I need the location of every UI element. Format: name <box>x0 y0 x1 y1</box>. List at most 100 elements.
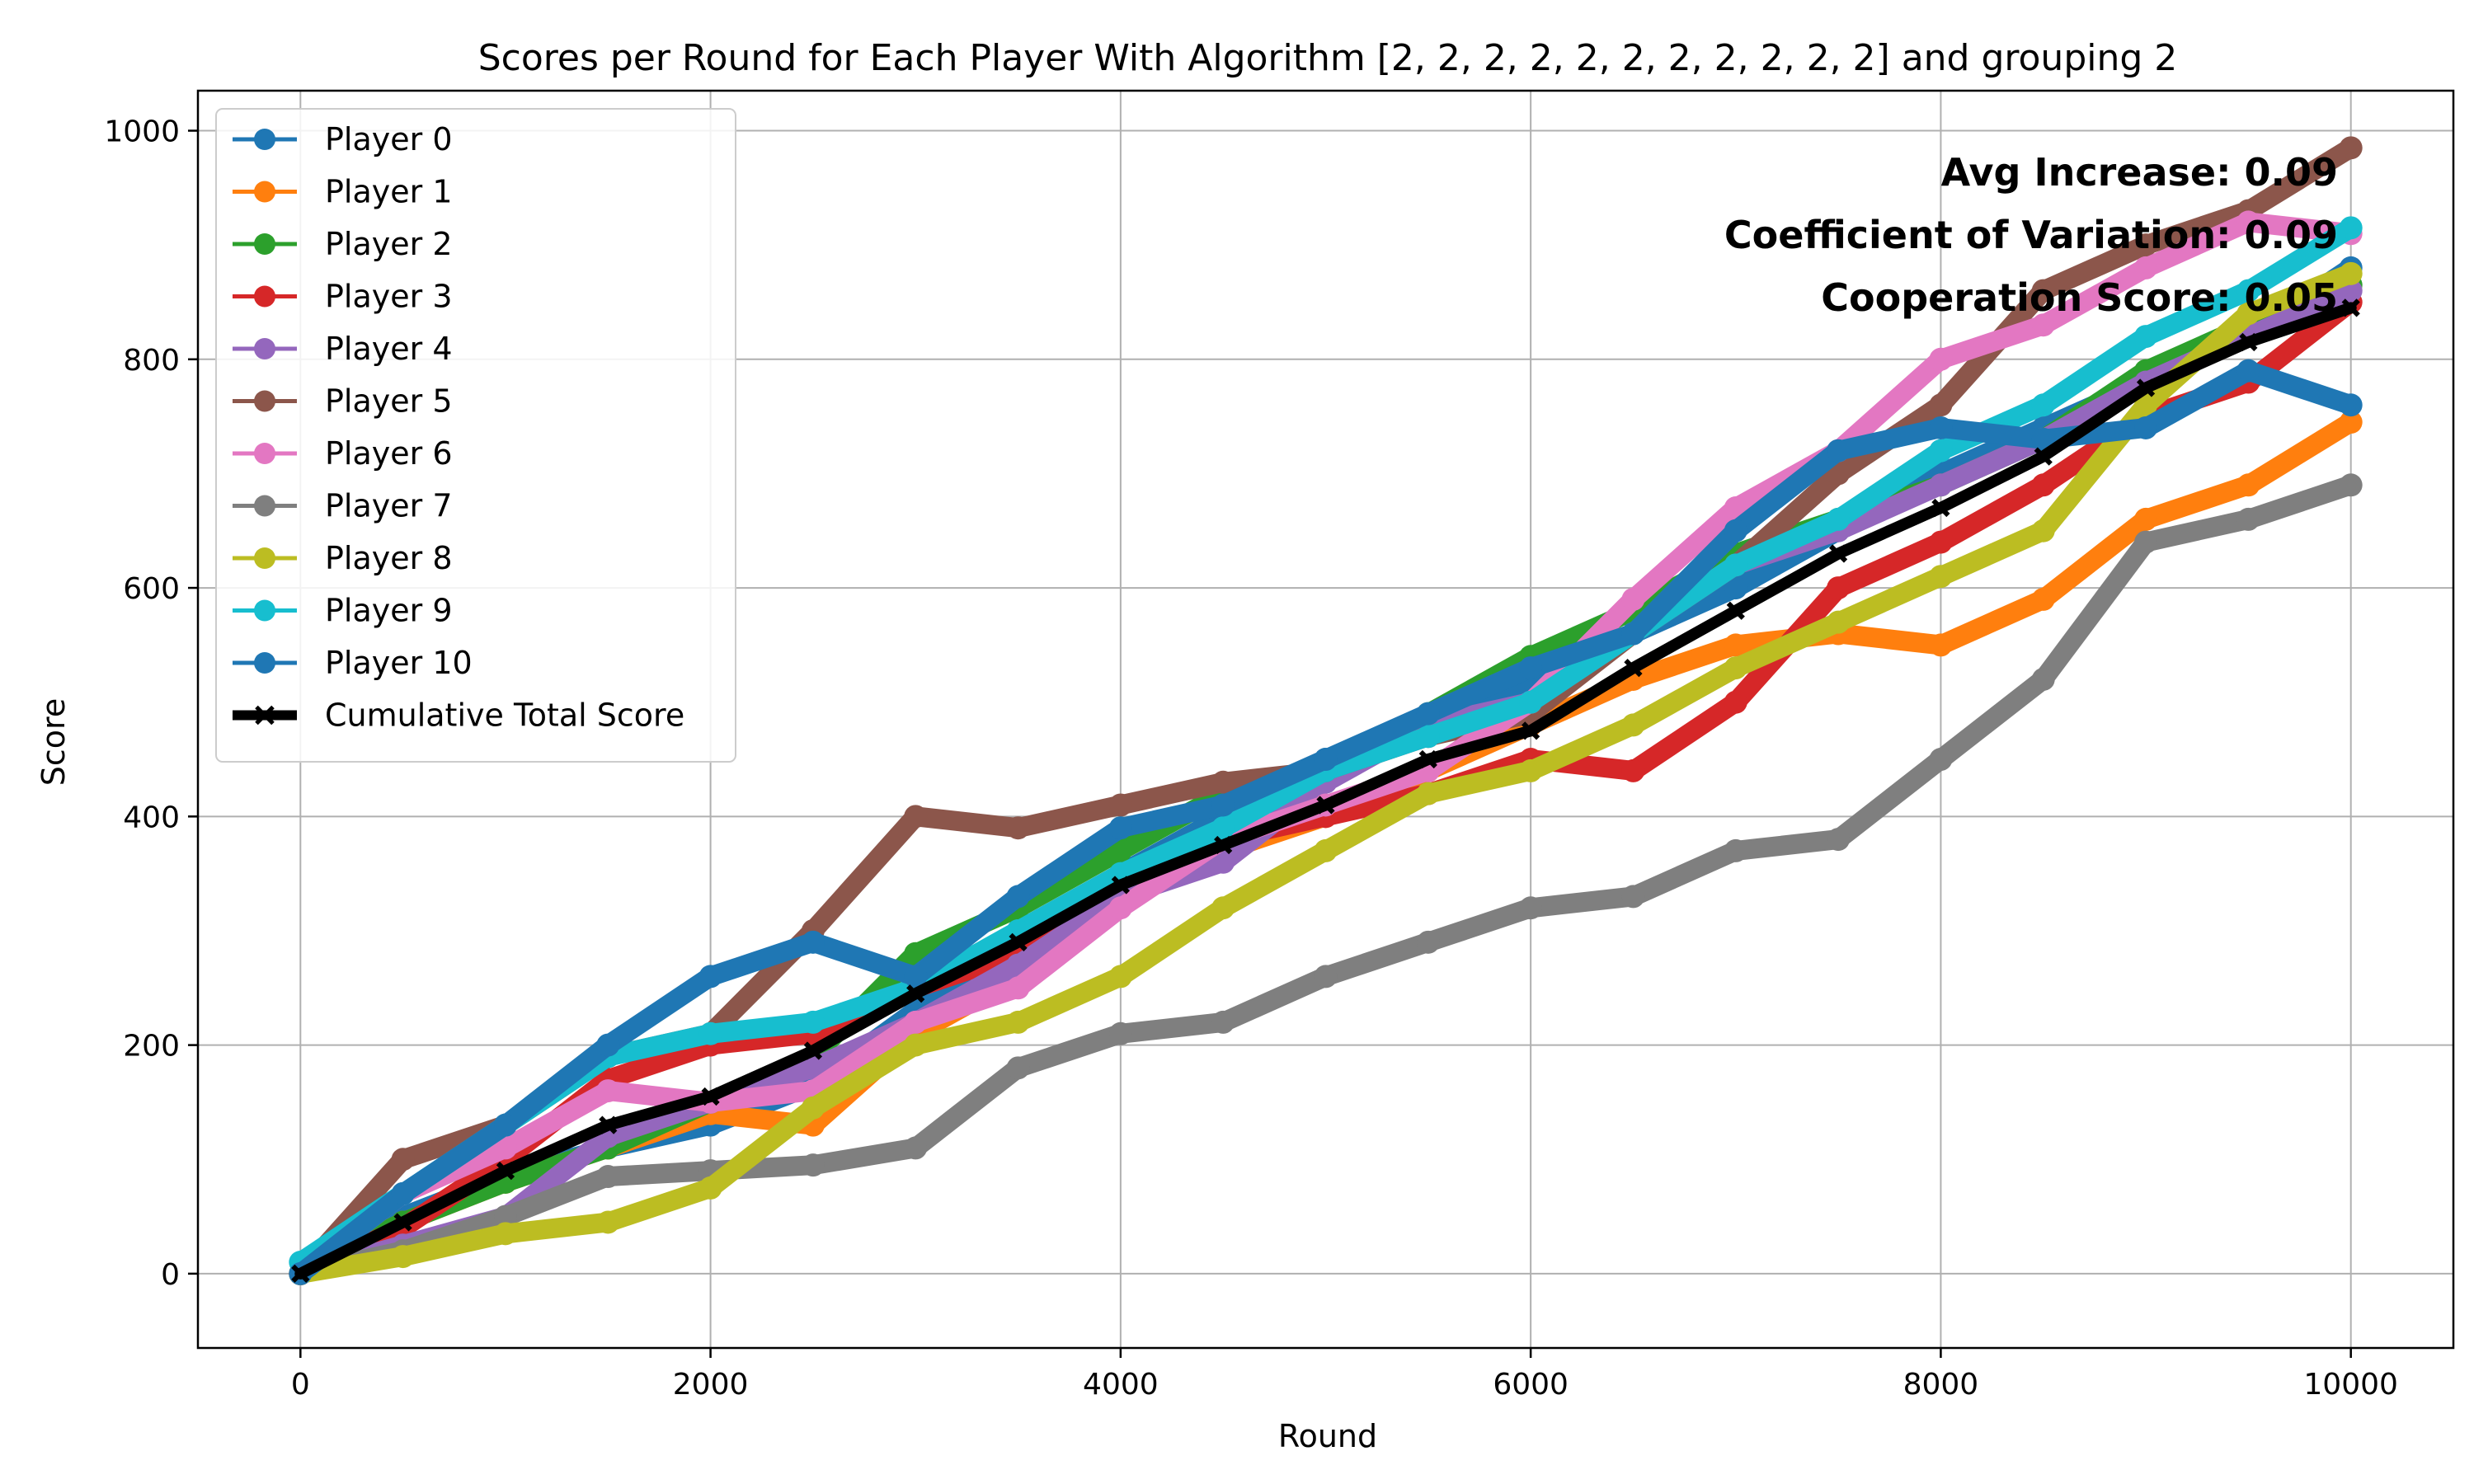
data-point <box>1211 770 1235 794</box>
legend-item: Player 2 <box>233 226 453 262</box>
data-point <box>2236 473 2260 497</box>
legend-swatch-marker <box>254 285 275 308</box>
data-point <box>1827 828 1851 852</box>
data-point <box>1828 544 1848 563</box>
data-point <box>1211 850 1235 874</box>
data-point <box>599 1115 618 1134</box>
data-point <box>2236 279 2260 303</box>
data-point <box>2136 378 2156 397</box>
y-tick-label: 200 <box>123 1030 180 1064</box>
data-point <box>1621 758 1645 782</box>
data-point <box>2236 507 2260 531</box>
data-point <box>801 930 825 954</box>
legend-item: Player 7 <box>233 488 453 524</box>
legend-label: Player 7 <box>325 488 453 524</box>
data-point <box>2339 136 2363 160</box>
x-tick-label: 2000 <box>673 1368 749 1402</box>
y-tick-label: 1000 <box>104 115 180 149</box>
legend-swatch-marker <box>254 233 275 255</box>
data-point <box>1519 656 1543 680</box>
data-point <box>1108 965 1132 989</box>
data-point <box>2031 587 2055 611</box>
legend-label: Player 10 <box>325 645 473 681</box>
data-point <box>1724 656 1747 680</box>
y-tick-label: 800 <box>123 344 180 378</box>
data-point <box>2339 261 2363 285</box>
data-point <box>2236 302 2260 326</box>
data-point <box>1111 876 1130 895</box>
data-point <box>1621 587 1645 611</box>
data-point <box>1211 896 1235 920</box>
data-point <box>1416 782 1440 805</box>
data-point <box>2134 325 2158 349</box>
data-point <box>2134 256 2158 279</box>
data-point <box>698 965 722 989</box>
legend-swatch-marker <box>254 390 275 412</box>
x-axis-title: Round <box>1278 1418 1377 1454</box>
legend-label: Player 0 <box>325 121 453 157</box>
data-point <box>1009 932 1028 951</box>
data-point <box>1416 702 1440 726</box>
data-point <box>1724 576 1747 600</box>
data-point <box>1827 610 1851 634</box>
y-tick-label: 600 <box>123 572 180 606</box>
legend-item: Player 0 <box>233 121 453 157</box>
y-tick-label: 400 <box>123 801 180 834</box>
data-point <box>801 1153 825 1177</box>
data-point <box>2134 233 2158 257</box>
data-point <box>1006 976 1030 1000</box>
legend-label: Player 2 <box>325 226 453 262</box>
data-point <box>493 1136 517 1160</box>
data-point <box>1006 816 1030 840</box>
data-point <box>1929 565 1953 589</box>
data-point <box>904 805 928 829</box>
legend-swatch-marker <box>254 495 275 517</box>
data-point <box>1519 896 1543 920</box>
data-point <box>1006 1056 1030 1080</box>
data-point <box>906 984 925 1003</box>
data-point <box>1211 1010 1235 1034</box>
data-point <box>1418 749 1437 769</box>
data-point <box>1929 347 1953 371</box>
data-point <box>1316 796 1335 815</box>
data-point <box>1314 965 1338 989</box>
data-point <box>391 1245 415 1269</box>
data-point <box>1314 748 1338 772</box>
data-point <box>1621 885 1645 909</box>
data-point <box>1827 462 1851 486</box>
data-point <box>904 1010 928 1034</box>
data-point <box>2031 393 2055 417</box>
data-point <box>2339 473 2363 497</box>
data-point <box>1931 498 1950 518</box>
legend-item: Player 5 <box>233 383 453 420</box>
data-point <box>291 1264 310 1284</box>
data-point <box>2031 279 2055 303</box>
data-point <box>904 965 928 989</box>
x-tick-label: 0 <box>291 1368 310 1402</box>
legend-box <box>215 108 736 763</box>
legend-label: Player 6 <box>325 435 453 472</box>
data-point <box>1211 793 1235 817</box>
legend-label: Player 9 <box>325 593 453 629</box>
data-point <box>2034 447 2053 466</box>
data-point <box>1724 519 1747 542</box>
legend-swatch-marker <box>254 129 275 150</box>
chart-title: Scores per Round for Each Player With Al… <box>478 37 2178 79</box>
annotation-text: Avg Increase: 0.09 <box>1941 150 2338 195</box>
data-point <box>1827 507 1851 531</box>
data-point <box>1929 530 1953 554</box>
data-point <box>1108 1021 1132 1045</box>
data-point <box>1006 1010 1030 1034</box>
annotation-text: Cooperation Score: 0.05 <box>1821 275 2338 320</box>
legend-item: Player 4 <box>233 331 453 367</box>
data-point <box>596 1033 620 1057</box>
data-point <box>1108 816 1132 840</box>
data-point <box>1827 576 1851 600</box>
legend-item: Player 8 <box>233 540 453 576</box>
data-point <box>393 1213 412 1232</box>
data-point <box>493 1222 517 1246</box>
data-point <box>1314 838 1338 862</box>
data-point <box>2339 411 2363 434</box>
data-point <box>1214 835 1233 855</box>
